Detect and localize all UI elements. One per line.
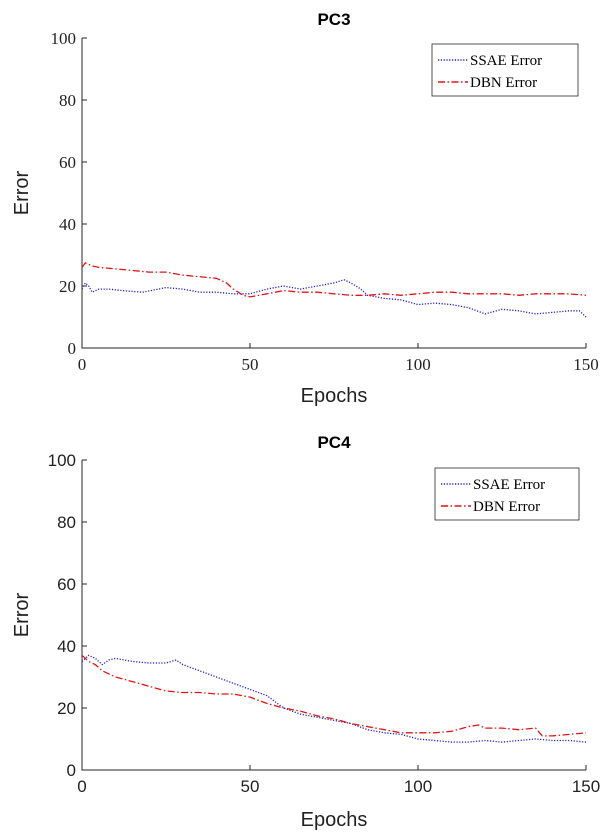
y-tick-label: 40 (59, 215, 76, 234)
y-tick-label: 0 (68, 339, 77, 358)
legend-label: SSAE Error (473, 477, 545, 493)
chart-title: PC4 (317, 433, 351, 452)
x-tick-label: 0 (77, 777, 86, 796)
y-tick-label: 60 (59, 153, 76, 172)
x-tick-label: 50 (242, 355, 259, 374)
legend-label: DBN Error (473, 499, 540, 515)
y-tick-label: 0 (67, 761, 76, 780)
series-line-ssae-error (81, 279, 587, 318)
x-tick-label: 50 (241, 777, 260, 796)
y-tick-label: 60 (57, 575, 76, 594)
x-tick-label: 150 (572, 777, 600, 796)
x-axis-label: Epochs (301, 809, 368, 831)
y-axis-label: Error (11, 170, 33, 215)
x-tick-label: 100 (405, 355, 431, 374)
series-line-dbn-error (81, 654, 587, 737)
legend-label: SSAE Error (470, 53, 542, 69)
x-tick-label: 150 (573, 355, 599, 374)
x-axis-label: Epochs (301, 385, 368, 407)
y-tick-label: 80 (57, 513, 76, 532)
series-line-dbn-error (81, 262, 587, 298)
y-axis-label: Error (11, 592, 33, 637)
chart-pc3: PC3 0 20 40 60 80 100 0 50 100 150 Epochs Error SSAE … (11, 10, 599, 407)
series-line-ssae-error (81, 654, 587, 743)
y-tick-label: 80 (59, 91, 76, 110)
chart-title: PC3 (317, 10, 350, 29)
y-tick-label: 100 (48, 451, 76, 470)
legend-label: DBN Error (470, 75, 537, 91)
legend-box (434, 467, 580, 521)
chart-pc4: PC4 0 20 40 60 80 100 0 50 100 150 Epochs Error SSAE … (11, 433, 600, 831)
y-tick-label: 20 (59, 277, 76, 296)
y-tick-label: 20 (57, 699, 76, 718)
legend: SSAE Error DBN Error (434, 467, 580, 521)
y-tick-label: 40 (57, 637, 76, 656)
x-tick-label: 100 (404, 777, 432, 796)
x-tick-label: 0 (78, 355, 87, 374)
legend: SSAE Error DBN Error (431, 43, 579, 97)
legend-box (431, 43, 579, 97)
y-tick-label: 100 (51, 29, 77, 48)
